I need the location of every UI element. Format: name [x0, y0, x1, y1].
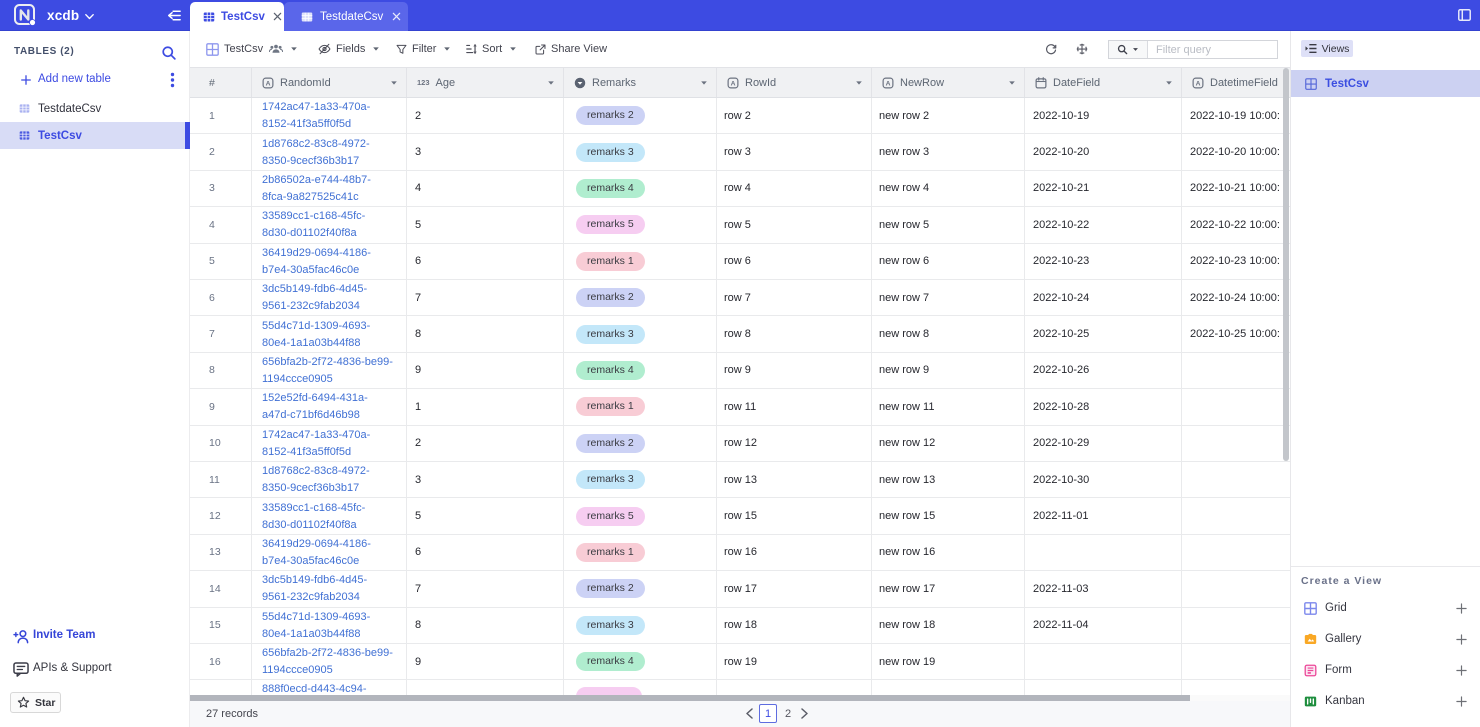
svg-text:A: A [266, 80, 271, 87]
svg-text:A: A [1196, 80, 1201, 87]
svg-text:A: A [731, 80, 736, 87]
svg-text:A: A [886, 80, 891, 87]
